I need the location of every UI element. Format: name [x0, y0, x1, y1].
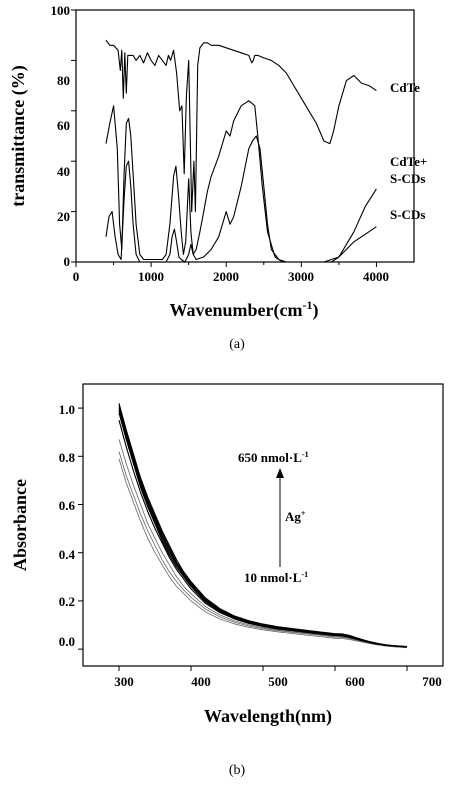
panel-b-caption: (b) [229, 763, 246, 778]
panel-b-x-tick: 600 [345, 674, 365, 689]
annotation-ag-ion: Ag+ [285, 509, 306, 524]
absorbance-series-line [118, 410, 408, 648]
series-line-scds [105, 135, 377, 263]
panel-b-ticks [78, 407, 408, 671]
panel-b-series [118, 403, 408, 649]
panel-b-x-axis-label: Wavelength(nm) [204, 706, 332, 727]
panel-a-y-axis-label: transmittance (%) [8, 65, 29, 206]
panel-b-x-tick: 400 [191, 674, 211, 689]
panel-b-y-axis-label: Absorbance [10, 479, 30, 571]
panel-a-x-tick: 2000 [213, 269, 239, 284]
panel-a-x-tick: 1000 [138, 269, 164, 284]
absorbance-series-line [118, 403, 408, 648]
panel-b-x-tick: 700 [422, 674, 442, 689]
annotation-bottom-concentration: 10 nmol·L-1 [244, 570, 308, 585]
panel-a-y-tick: 0 [64, 254, 71, 269]
panel-b-y-tick: 1.0 [59, 402, 75, 417]
series-line-cdte [105, 39, 377, 213]
panel-b-y-tick: 0.2 [59, 594, 75, 609]
panel-a-y-tick: 100 [51, 3, 71, 18]
panel-a-y-tick: 20 [57, 209, 70, 224]
panel-a-x-axis-label: Wavenumber(cm-1) [170, 298, 319, 321]
absorbance-series-line [118, 458, 408, 649]
panel-a-series [105, 39, 377, 263]
panel-a-plot-frame [75, 9, 415, 263]
panel-a-ticks [71, 9, 377, 267]
series-label-cdte: CdTe [390, 80, 420, 95]
arrow-up-icon [276, 468, 284, 478]
panel-a-y-tick: 80 [57, 73, 70, 88]
absorbance-series-line [118, 405, 408, 648]
panel-b-x-tick: 300 [114, 674, 134, 689]
panel-b-y-tick: 0.4 [59, 547, 76, 562]
panel-a-y-tick: 60 [57, 118, 70, 133]
panel-a-caption: (a) [229, 337, 245, 352]
panel-a-y-tick: 40 [57, 164, 70, 179]
annotation-top-concentration: 650 nmol·L-1 [238, 450, 309, 465]
series-line-cdte-scds [105, 100, 377, 263]
panel-a-x-tick: 4000 [363, 269, 389, 284]
series-label-cdte-scds-line2: S-CDs [390, 171, 425, 186]
absorbance-series-line [118, 407, 408, 648]
panel-a-x-tick: 0 [73, 269, 80, 284]
panel-b-chart: 0.0 0.2 0.4 0.6 0.8 1.0 300 400 500 600 … [10, 383, 444, 778]
absorbance-series-line [118, 451, 408, 648]
panel-a-x-tick: 3000 [288, 269, 314, 284]
series-label-cdte-scds-line1: CdTe+ [390, 154, 427, 169]
panel-a-chart: 0 20 40 60 80 100 0 1000 2000 3000 4000 … [8, 3, 427, 352]
panel-b-y-tick: 0.0 [59, 634, 75, 649]
panel-b-x-tick: 500 [268, 674, 288, 689]
panel-b-y-tick: 0.6 [59, 498, 76, 513]
series-label-scds: S-CDs [390, 207, 425, 222]
panel-b-y-tick: 0.8 [59, 450, 76, 465]
